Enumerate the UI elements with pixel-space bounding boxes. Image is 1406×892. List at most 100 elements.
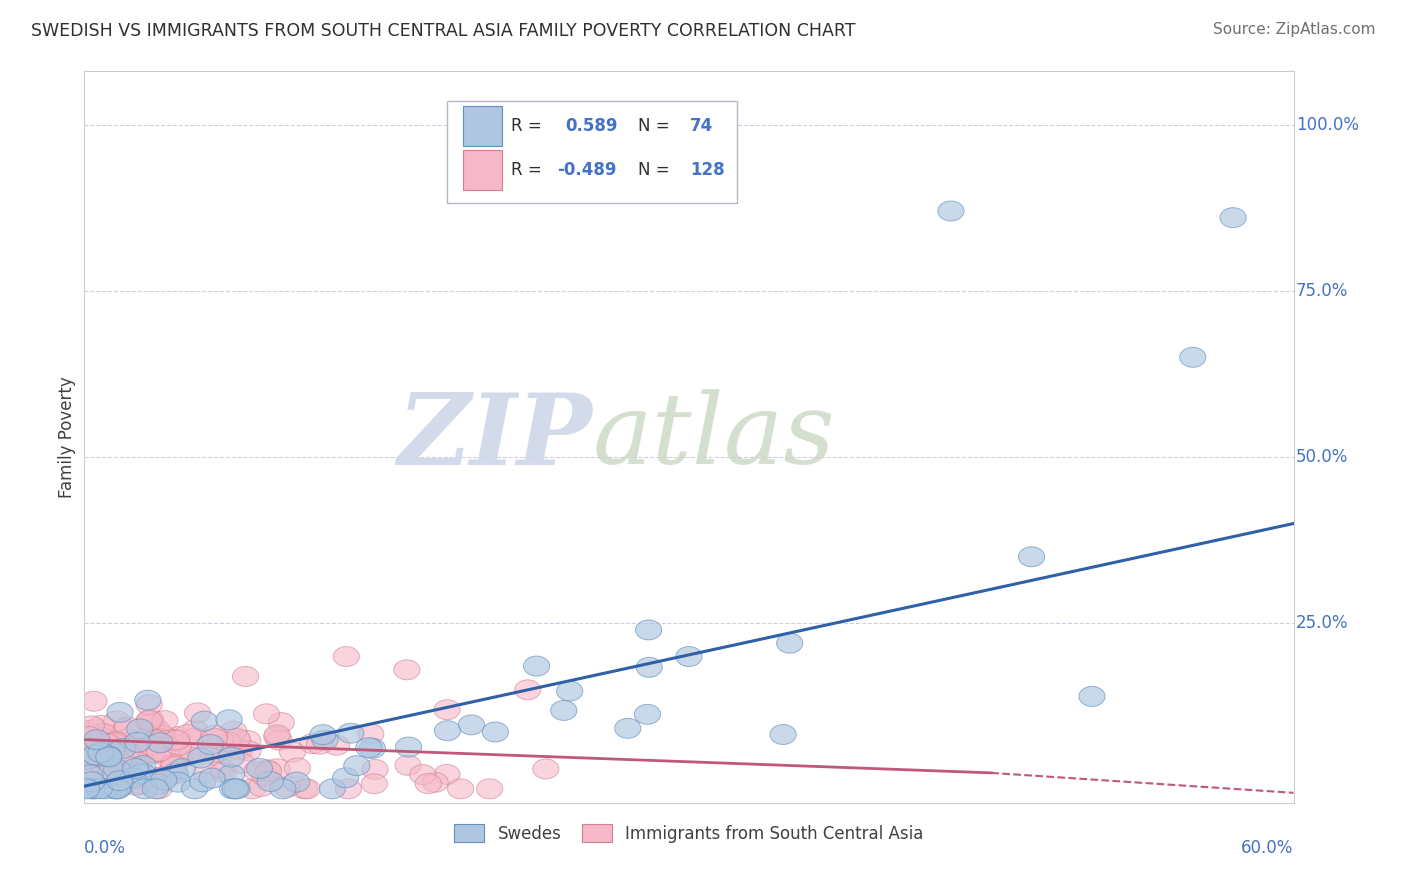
Ellipse shape	[80, 725, 107, 745]
Ellipse shape	[129, 756, 156, 776]
Ellipse shape	[422, 772, 449, 792]
Ellipse shape	[218, 764, 245, 784]
Ellipse shape	[333, 647, 360, 666]
Ellipse shape	[197, 735, 224, 755]
FancyBboxPatch shape	[463, 151, 502, 190]
Ellipse shape	[1018, 547, 1045, 566]
Ellipse shape	[160, 756, 187, 777]
Ellipse shape	[515, 680, 541, 699]
Ellipse shape	[153, 730, 179, 749]
Ellipse shape	[90, 723, 117, 744]
Ellipse shape	[82, 779, 107, 799]
Text: SWEDISH VS IMMIGRANTS FROM SOUTH CENTRAL ASIA FAMILY POVERTY CORRELATION CHART: SWEDISH VS IMMIGRANTS FROM SOUTH CENTRAL…	[31, 22, 855, 40]
Ellipse shape	[274, 777, 299, 797]
Ellipse shape	[181, 779, 208, 799]
Ellipse shape	[149, 767, 176, 787]
Ellipse shape	[76, 766, 103, 786]
Ellipse shape	[128, 750, 153, 771]
Ellipse shape	[245, 761, 270, 781]
Ellipse shape	[181, 728, 208, 748]
Ellipse shape	[246, 758, 273, 779]
Ellipse shape	[98, 774, 125, 795]
Ellipse shape	[264, 725, 290, 745]
FancyBboxPatch shape	[447, 101, 737, 203]
Ellipse shape	[110, 739, 136, 758]
Ellipse shape	[150, 770, 177, 790]
Ellipse shape	[96, 765, 121, 786]
Ellipse shape	[207, 730, 233, 750]
Ellipse shape	[434, 764, 460, 784]
Ellipse shape	[76, 726, 101, 747]
Text: 0.589: 0.589	[565, 117, 619, 136]
Ellipse shape	[319, 779, 346, 799]
Ellipse shape	[217, 710, 242, 730]
Ellipse shape	[79, 716, 104, 736]
Ellipse shape	[312, 730, 337, 750]
Ellipse shape	[225, 731, 252, 751]
Ellipse shape	[264, 759, 290, 779]
Text: R =: R =	[512, 117, 541, 136]
Ellipse shape	[335, 779, 361, 799]
Ellipse shape	[75, 721, 100, 740]
Ellipse shape	[73, 762, 100, 781]
Ellipse shape	[104, 779, 131, 799]
Y-axis label: Family Poverty: Family Poverty	[58, 376, 76, 498]
Ellipse shape	[149, 725, 174, 745]
Text: 0.0%: 0.0%	[84, 839, 127, 857]
Ellipse shape	[135, 690, 160, 710]
Ellipse shape	[256, 762, 281, 781]
Ellipse shape	[160, 730, 187, 749]
Ellipse shape	[201, 743, 226, 763]
Ellipse shape	[307, 734, 333, 754]
Ellipse shape	[557, 681, 582, 701]
Ellipse shape	[139, 743, 165, 763]
Ellipse shape	[239, 779, 266, 799]
Ellipse shape	[269, 713, 294, 732]
Ellipse shape	[447, 779, 474, 799]
Ellipse shape	[160, 763, 187, 782]
Ellipse shape	[191, 711, 218, 731]
Ellipse shape	[142, 779, 169, 799]
Ellipse shape	[218, 747, 245, 767]
Ellipse shape	[266, 731, 292, 750]
Ellipse shape	[145, 774, 172, 794]
Ellipse shape	[198, 768, 225, 789]
Ellipse shape	[96, 747, 122, 767]
Ellipse shape	[82, 691, 107, 711]
Ellipse shape	[73, 779, 100, 799]
Ellipse shape	[93, 779, 118, 799]
Ellipse shape	[252, 766, 278, 786]
Text: 25.0%: 25.0%	[1296, 615, 1348, 632]
Ellipse shape	[79, 772, 105, 792]
Ellipse shape	[232, 666, 259, 687]
Text: ZIP: ZIP	[398, 389, 592, 485]
Ellipse shape	[111, 764, 136, 785]
Ellipse shape	[93, 737, 120, 756]
Ellipse shape	[235, 731, 262, 750]
Ellipse shape	[146, 741, 173, 761]
Ellipse shape	[127, 764, 153, 784]
Ellipse shape	[254, 760, 280, 780]
Ellipse shape	[163, 731, 190, 750]
Ellipse shape	[84, 730, 110, 749]
Ellipse shape	[284, 772, 309, 792]
Text: 50.0%: 50.0%	[1296, 448, 1348, 466]
Ellipse shape	[187, 748, 214, 768]
Ellipse shape	[219, 779, 246, 799]
Ellipse shape	[124, 768, 150, 789]
Ellipse shape	[162, 754, 187, 774]
Ellipse shape	[138, 709, 165, 729]
Ellipse shape	[112, 719, 139, 739]
Text: 75.0%: 75.0%	[1296, 282, 1348, 300]
Ellipse shape	[614, 718, 641, 739]
Ellipse shape	[458, 714, 485, 735]
Text: N =: N =	[638, 117, 669, 136]
Text: -0.489: -0.489	[557, 161, 617, 179]
Ellipse shape	[104, 711, 129, 731]
Text: 60.0%: 60.0%	[1241, 839, 1294, 857]
Ellipse shape	[360, 739, 385, 758]
Ellipse shape	[174, 747, 200, 766]
Ellipse shape	[309, 724, 336, 745]
Ellipse shape	[146, 741, 172, 761]
Legend: Swedes, Immigrants from South Central Asia: Swedes, Immigrants from South Central As…	[449, 818, 929, 849]
